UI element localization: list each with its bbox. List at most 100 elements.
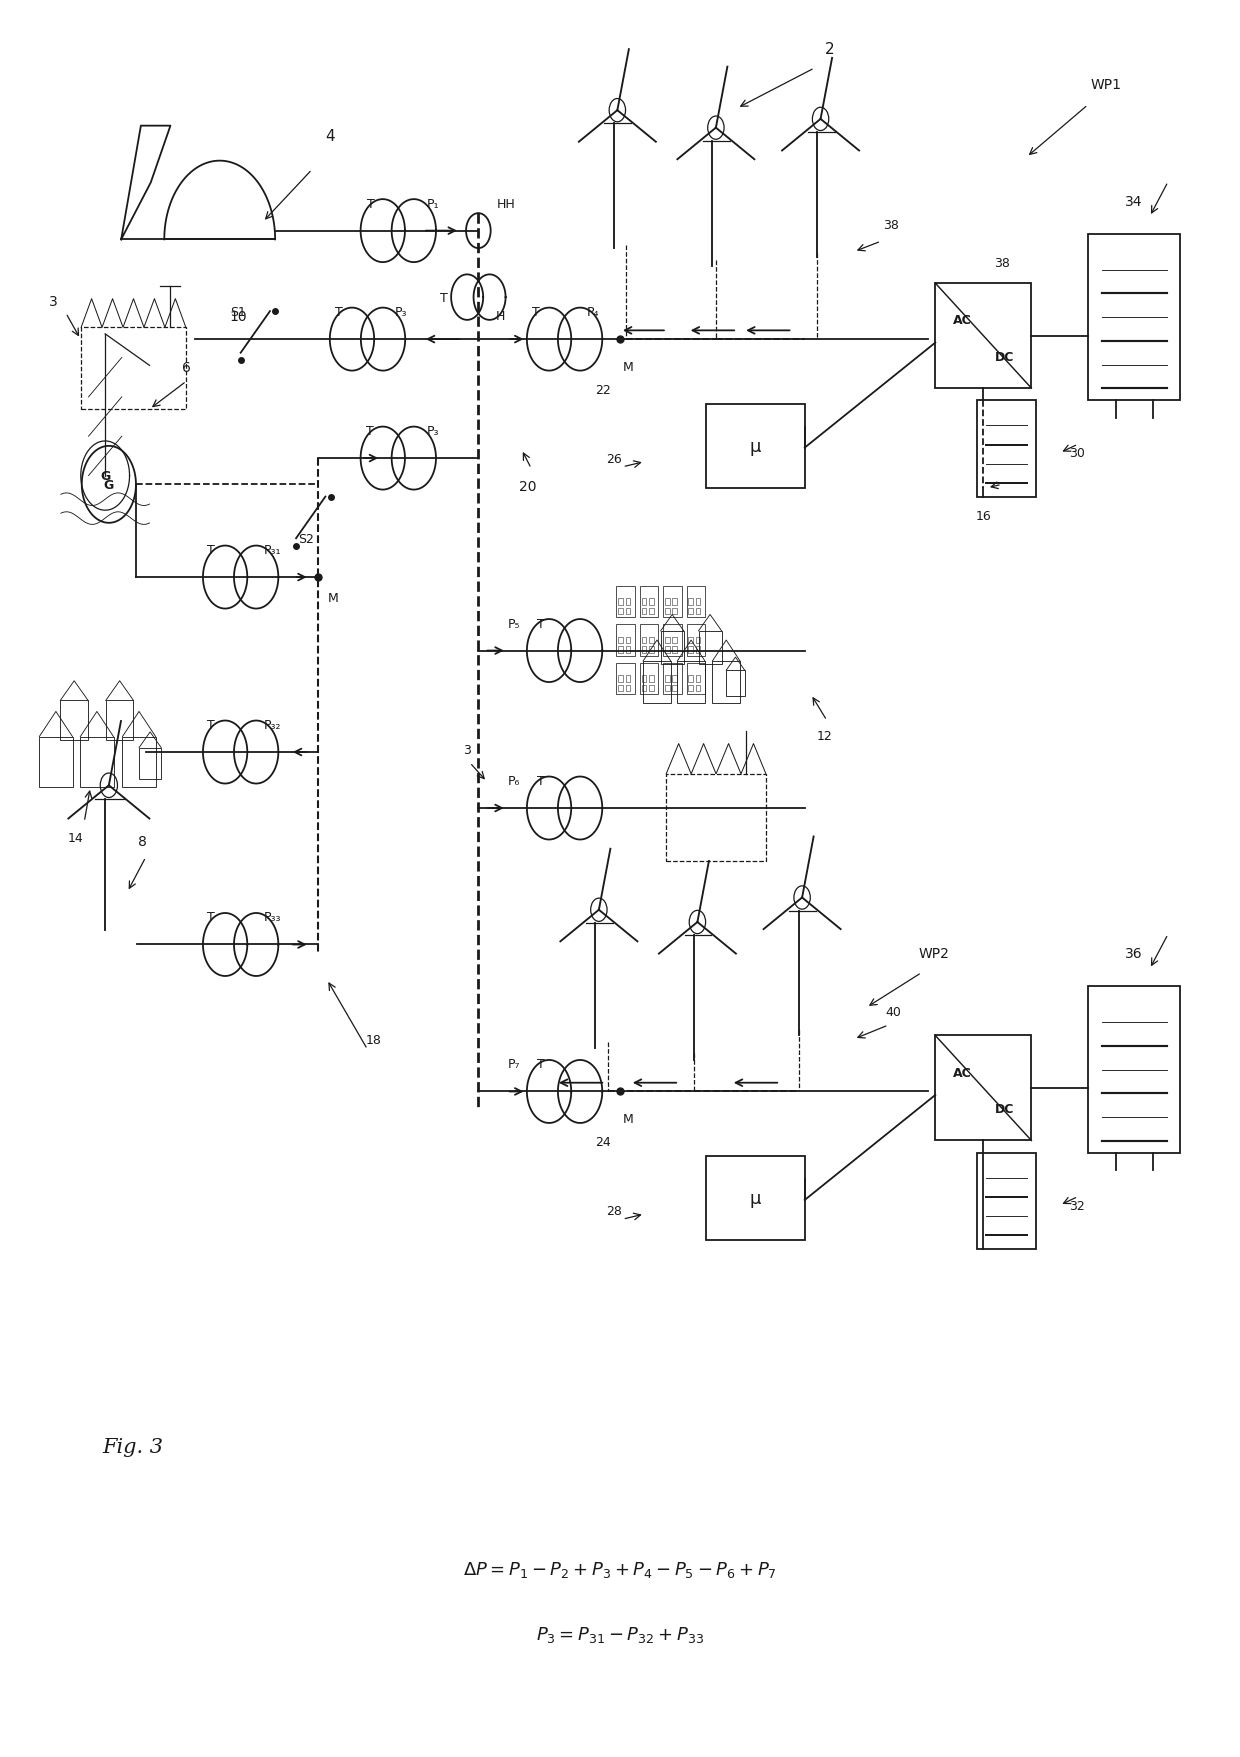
Text: DC: DC — [994, 1103, 1014, 1116]
Text: H: H — [496, 309, 505, 323]
Bar — [665, 647, 670, 654]
Text: P₆: P₆ — [508, 775, 521, 787]
Bar — [619, 638, 622, 643]
Bar — [625, 608, 630, 615]
Bar — [696, 608, 701, 615]
Bar — [625, 647, 630, 654]
Bar — [935, 285, 1032, 388]
Bar — [665, 638, 670, 643]
Text: 3: 3 — [464, 743, 471, 756]
Bar — [688, 638, 693, 643]
Bar — [619, 608, 622, 615]
Text: 8: 8 — [138, 835, 146, 849]
Text: T: T — [207, 543, 215, 557]
Bar — [40, 738, 72, 787]
Text: AC: AC — [952, 1066, 972, 1079]
Text: 24: 24 — [595, 1135, 611, 1149]
Text: 18: 18 — [366, 1033, 382, 1047]
Bar — [698, 631, 722, 664]
Bar — [696, 647, 701, 654]
Bar — [61, 701, 88, 740]
Text: G: G — [104, 478, 114, 492]
Bar — [688, 599, 693, 606]
Text: 6: 6 — [182, 360, 191, 374]
Bar — [688, 685, 693, 692]
Bar — [672, 608, 677, 615]
Bar — [687, 664, 706, 694]
Text: M: M — [622, 360, 634, 374]
Text: M: M — [622, 1112, 634, 1126]
Text: T: T — [207, 910, 215, 924]
Text: 38: 38 — [883, 218, 899, 232]
Bar — [661, 631, 683, 664]
Text: Fig. 3: Fig. 3 — [103, 1437, 164, 1457]
Bar — [641, 685, 646, 692]
Bar — [663, 625, 682, 657]
Text: T: T — [532, 306, 541, 320]
Bar — [649, 608, 653, 615]
Bar — [616, 587, 635, 618]
Bar — [641, 676, 646, 682]
Bar — [688, 608, 693, 615]
Text: T: T — [367, 197, 374, 211]
Text: M: M — [329, 592, 339, 604]
Bar — [625, 676, 630, 682]
Text: S1: S1 — [231, 306, 246, 320]
Bar — [105, 701, 134, 740]
Text: 2: 2 — [825, 42, 835, 56]
Text: 40: 40 — [885, 1005, 901, 1019]
Text: WP1: WP1 — [1091, 77, 1122, 91]
Bar — [672, 638, 677, 643]
Text: 30: 30 — [1070, 446, 1085, 460]
Bar — [688, 647, 693, 654]
Bar — [644, 662, 671, 703]
Text: P₃: P₃ — [394, 306, 407, 320]
Text: 16: 16 — [976, 510, 991, 522]
Bar — [649, 638, 653, 643]
Bar — [672, 676, 677, 682]
Bar — [641, 608, 646, 615]
Text: P₇: P₇ — [508, 1058, 521, 1070]
Bar — [665, 676, 670, 682]
Text: P₃: P₃ — [427, 425, 439, 437]
Bar — [81, 329, 186, 409]
Text: P₅: P₅ — [508, 617, 521, 631]
Bar — [1087, 235, 1180, 401]
Bar — [672, 647, 677, 654]
Text: AC: AC — [952, 315, 972, 327]
Text: 3: 3 — [50, 295, 58, 309]
Bar — [977, 401, 1037, 497]
Text: P₃₁: P₃₁ — [264, 543, 281, 557]
Text: P₄: P₄ — [587, 306, 599, 320]
Bar — [696, 676, 701, 682]
Bar — [665, 608, 670, 615]
Bar — [641, 647, 646, 654]
Bar — [696, 599, 701, 606]
Text: 26: 26 — [606, 452, 621, 466]
Text: P₃₃: P₃₃ — [264, 910, 281, 924]
Bar — [139, 748, 161, 780]
Bar — [619, 647, 622, 654]
Bar — [625, 599, 630, 606]
Text: μ: μ — [750, 437, 761, 455]
Text: T: T — [537, 617, 546, 631]
Bar — [672, 599, 677, 606]
Bar — [688, 676, 693, 682]
Text: 14: 14 — [68, 831, 83, 845]
Text: P₁: P₁ — [427, 197, 439, 211]
Bar — [123, 738, 156, 787]
Bar — [677, 662, 706, 703]
Text: 34: 34 — [1125, 195, 1142, 209]
Bar — [672, 685, 677, 692]
Bar — [707, 1156, 805, 1240]
Text: 20: 20 — [520, 480, 537, 494]
Bar — [665, 685, 670, 692]
Bar — [707, 404, 805, 488]
Text: DC: DC — [994, 351, 1014, 364]
Bar — [935, 1037, 1032, 1140]
Bar — [81, 738, 114, 787]
Text: T: T — [366, 425, 373, 437]
Text: T: T — [537, 1058, 546, 1070]
Bar — [665, 599, 670, 606]
Text: 12: 12 — [817, 729, 833, 743]
